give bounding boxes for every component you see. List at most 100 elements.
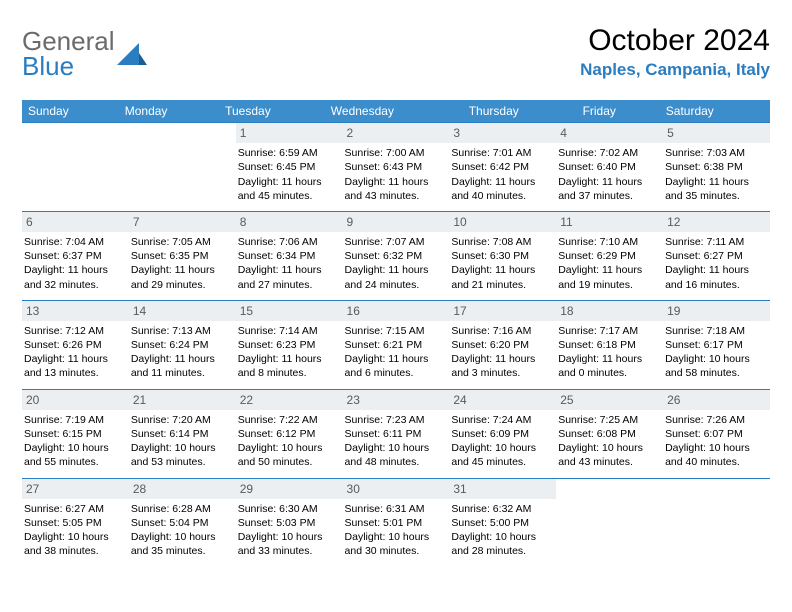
day-cell: 27Sunrise: 6:27 AMSunset: 5:05 PMDayligh…: [22, 478, 129, 566]
sunset-text: Sunset: 6:14 PM: [131, 427, 232, 441]
day-number: 31: [449, 479, 556, 499]
week-row: 13Sunrise: 7:12 AMSunset: 6:26 PMDayligh…: [22, 300, 770, 389]
sunset-text: Sunset: 5:00 PM: [451, 516, 552, 530]
day-cell: 8Sunrise: 7:06 AMSunset: 6:34 PMDaylight…: [236, 211, 343, 300]
sunset-text: Sunset: 6:11 PM: [345, 427, 446, 441]
logo-sail-icon: [117, 43, 147, 69]
sunrise-text: Sunrise: 7:02 AM: [558, 146, 659, 160]
daylight-text: Daylight: 11 hours and 35 minutes.: [665, 175, 766, 203]
sunrise-text: Sunrise: 7:06 AM: [238, 235, 339, 249]
day-number: 17: [449, 301, 556, 321]
sunrise-text: Sunrise: 7:11 AM: [665, 235, 766, 249]
sunset-text: Sunset: 6:29 PM: [558, 249, 659, 263]
daylight-text: Daylight: 11 hours and 32 minutes.: [24, 263, 125, 291]
day-number: 26: [663, 390, 770, 410]
sunset-text: Sunset: 6:08 PM: [558, 427, 659, 441]
daylight-text: Daylight: 10 hours and 58 minutes.: [665, 352, 766, 380]
day-number: 24: [449, 390, 556, 410]
sunrise-text: Sunrise: 7:18 AM: [665, 324, 766, 338]
sunrise-text: Sunrise: 7:17 AM: [558, 324, 659, 338]
logo: General Blue: [22, 26, 147, 82]
week-row: 1Sunrise: 6:59 AMSunset: 6:45 PMDaylight…: [22, 123, 770, 212]
sunset-text: Sunset: 6:26 PM: [24, 338, 125, 352]
sunrise-text: Sunrise: 7:22 AM: [238, 413, 339, 427]
day-number: 6: [22, 212, 129, 232]
day-number: 3: [449, 123, 556, 143]
week-row: 20Sunrise: 7:19 AMSunset: 6:15 PMDayligh…: [22, 389, 770, 478]
sunrise-text: Sunrise: 6:32 AM: [451, 502, 552, 516]
daylight-text: Daylight: 11 hours and 6 minutes.: [345, 352, 446, 380]
sunset-text: Sunset: 6:43 PM: [345, 160, 446, 174]
day-cell: 22 Sunrise: 7:22 AMSunset: 6:12 PMDayligh…: [236, 389, 343, 478]
dow-tuesday: Tuesday: [219, 100, 325, 122]
daylight-text: Daylight: 10 hours and 50 minutes.: [238, 441, 339, 469]
sunrise-text: Sunrise: 7:16 AM: [451, 324, 552, 338]
day-cell: 24Sunrise: 7:24 AMSunset: 6:09 PMDayligh…: [449, 389, 556, 478]
day-number: 11: [556, 212, 663, 232]
sunset-text: Sunset: 5:03 PM: [238, 516, 339, 530]
sunset-text: Sunset: 5:01 PM: [345, 516, 446, 530]
day-cell: 2Sunrise: 7:00 AMSunset: 6:43 PMDaylight…: [343, 123, 450, 212]
sunset-text: Sunset: 6:24 PM: [131, 338, 232, 352]
day-cell: 7Sunrise: 7:05 AMSunset: 6:35 PMDaylight…: [129, 211, 236, 300]
day-cell: 25Sunrise: 7:25 AMSunset: 6:08 PMDayligh…: [556, 389, 663, 478]
day-cell: 11Sunrise: 7:10 AMSunset: 6:29 PMDayligh…: [556, 211, 663, 300]
sunrise-text: Sunrise: 7:13 AM: [131, 324, 232, 338]
day-cell: 5Sunrise: 7:03 AMSunset: 6:38 PMDaylight…: [663, 123, 770, 212]
sunset-text: Sunset: 6:07 PM: [665, 427, 766, 441]
daylight-text: Daylight: 11 hours and 37 minutes.: [558, 175, 659, 203]
daylight-text: Daylight: 11 hours and 27 minutes.: [238, 263, 339, 291]
day-number: 19: [663, 301, 770, 321]
sunset-text: Sunset: 5:04 PM: [131, 516, 232, 530]
day-number: 27: [22, 479, 129, 499]
day-cell: 17Sunrise: 7:16 AMSunset: 6:20 PMDayligh…: [449, 300, 556, 389]
day-number: 9: [343, 212, 450, 232]
sunrise-text: Sunrise: 7:05 AM: [131, 235, 232, 249]
day-cell: 4Sunrise: 7:02 AMSunset: 6:40 PMDaylight…: [556, 123, 663, 212]
day-number: 28: [129, 479, 236, 499]
sunrise-text: Sunrise: 7:14 AM: [238, 324, 339, 338]
dow-saturday: Saturday: [660, 100, 770, 122]
daylight-text: Daylight: 11 hours and 11 minutes.: [131, 352, 232, 380]
day-cell: 16Sunrise: 7:15 AMSunset: 6:21 PMDayligh…: [343, 300, 450, 389]
day-cell: 15Sunrise: 7:14 AMSunset: 6:23 PMDayligh…: [236, 300, 343, 389]
daylight-text: Daylight: 10 hours and 28 minutes.: [451, 530, 552, 558]
daylight-text: Daylight: 11 hours and 0 minutes.: [558, 352, 659, 380]
sunset-text: Sunset: 6:21 PM: [345, 338, 446, 352]
day-number: 5: [663, 123, 770, 143]
daylight-text: Daylight: 11 hours and 24 minutes.: [345, 263, 446, 291]
day-number: 22: [236, 390, 343, 410]
sunset-text: Sunset: 6:42 PM: [451, 160, 552, 174]
daylight-text: Daylight: 11 hours and 45 minutes.: [238, 175, 339, 203]
sunset-text: Sunset: 6:20 PM: [451, 338, 552, 352]
sunrise-text: Sunrise: 6:28 AM: [131, 502, 232, 516]
day-cell: 10Sunrise: 7:08 AMSunset: 6:30 PMDayligh…: [449, 211, 556, 300]
day-number: 10: [449, 212, 556, 232]
day-cell: 9Sunrise: 7:07 AMSunset: 6:32 PMDaylight…: [343, 211, 450, 300]
day-number: 29: [236, 479, 343, 499]
day-cell: [22, 123, 129, 212]
daylight-text: Daylight: 11 hours and 13 minutes.: [24, 352, 125, 380]
daylight-text: Daylight: 11 hours and 40 minutes.: [451, 175, 552, 203]
week-row: 6Sunrise: 7:04 AMSunset: 6:37 PMDaylight…: [22, 211, 770, 300]
sunset-text: Sunset: 6:17 PM: [665, 338, 766, 352]
daylight-text: Daylight: 11 hours and 8 minutes.: [238, 352, 339, 380]
sunrise-text: Sunrise: 7:01 AM: [451, 146, 552, 160]
day-number: 15: [236, 301, 343, 321]
day-cell: 19 Sunrise: 7:18 AMSunset: 6:17 PMDayligh…: [663, 300, 770, 389]
day-cell: 30Sunrise: 6:31 AMSunset: 5:01 PMDayligh…: [343, 478, 450, 566]
sunset-text: Sunset: 6:35 PM: [131, 249, 232, 263]
day-cell: 29Sunrise: 6:30 AMSunset: 5:03 PMDayligh…: [236, 478, 343, 566]
day-number: 16: [343, 301, 450, 321]
dow-thursday: Thursday: [463, 100, 577, 122]
sunset-text: Sunset: 5:05 PM: [24, 516, 125, 530]
daylight-text: Daylight: 10 hours and 38 minutes.: [24, 530, 125, 558]
sunrise-text: Sunrise: 7:07 AM: [345, 235, 446, 249]
sunset-text: Sunset: 6:34 PM: [238, 249, 339, 263]
day-cell: 21Sunrise: 7:20 AMSunset: 6:14 PMDayligh…: [129, 389, 236, 478]
day-number: 12: [663, 212, 770, 232]
sunset-text: Sunset: 6:12 PM: [238, 427, 339, 441]
sunrise-text: Sunrise: 7:12 AM: [24, 324, 125, 338]
daylight-text: Daylight: 11 hours and 21 minutes.: [451, 263, 552, 291]
daylight-text: Daylight: 10 hours and 30 minutes.: [345, 530, 446, 558]
